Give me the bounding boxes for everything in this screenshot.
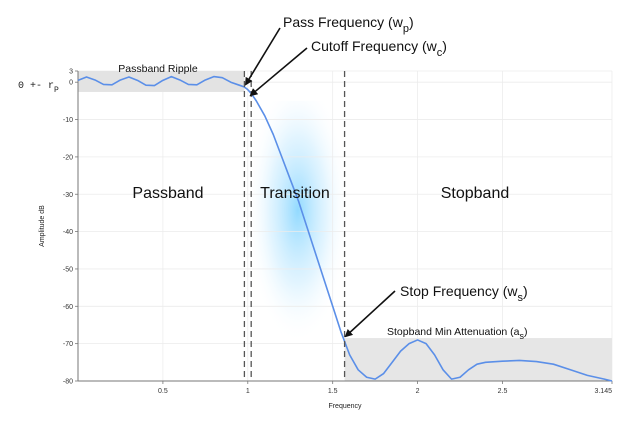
- y-tick-label: -10: [63, 117, 73, 124]
- y-tick-label: -40: [63, 229, 73, 236]
- x-tick-label: 2.5: [498, 388, 508, 395]
- y-tick-label: -80: [63, 379, 73, 386]
- region-label-passband: Passband: [132, 185, 203, 202]
- cutoff-frequency-annotation: Cutoff Frequency (wc): [311, 38, 447, 59]
- x-tick-label: 1: [246, 388, 250, 395]
- y-tick-label: -70: [63, 341, 73, 348]
- y-tick-label: -30: [63, 192, 73, 199]
- pass-frequency-annotation: Pass Frequency (wp): [283, 14, 414, 35]
- shading-layer: [78, 71, 612, 381]
- pass-frequency-arrow: [244, 27, 281, 86]
- axis-layer: 3 0 -10 -20 -30 -40 -50 -60 -70 -80 0.5 1 1.5 2 2.5 3.1…: [63, 69, 613, 395]
- region-label-transition: Transition: [260, 185, 330, 202]
- x-axis-title: Frequency: [328, 403, 362, 410]
- y-tick-label: -50: [63, 266, 73, 273]
- y-tick-label: -20: [63, 154, 73, 161]
- y-tick-label: 0: [69, 80, 73, 87]
- stop-frequency-annotation: Stop Frequency (ws): [400, 283, 528, 304]
- stopband-attenuation-band: [344, 338, 612, 381]
- x-tick-label: 0.5: [158, 388, 168, 395]
- y-axis-title: Amplitude dB: [39, 205, 46, 247]
- region-label-stopband: Stopband: [441, 185, 510, 202]
- x-tick-label: 3.145: [594, 388, 612, 395]
- transition-region-shade: [251, 100, 345, 344]
- cutoff-frequency-arrow: [249, 47, 308, 97]
- zero-plus-minus-rp-label: 0 +- rP: [18, 81, 59, 95]
- passband-ripple-label: Passband Ripple: [118, 63, 198, 75]
- stopband-attenuation-annotation: Stopband Min Attenuation (as): [387, 326, 528, 341]
- x-tick-label: 1.5: [328, 388, 338, 395]
- stop-frequency-arrow: [344, 290, 396, 338]
- frequency-markers: [243, 71, 346, 381]
- x-tick-label: 2: [416, 388, 420, 395]
- y-tick-label: -60: [63, 304, 73, 311]
- response-curve: [77, 75, 613, 382]
- y-tick-label: 3: [69, 69, 73, 76]
- series-layer: [77, 75, 613, 382]
